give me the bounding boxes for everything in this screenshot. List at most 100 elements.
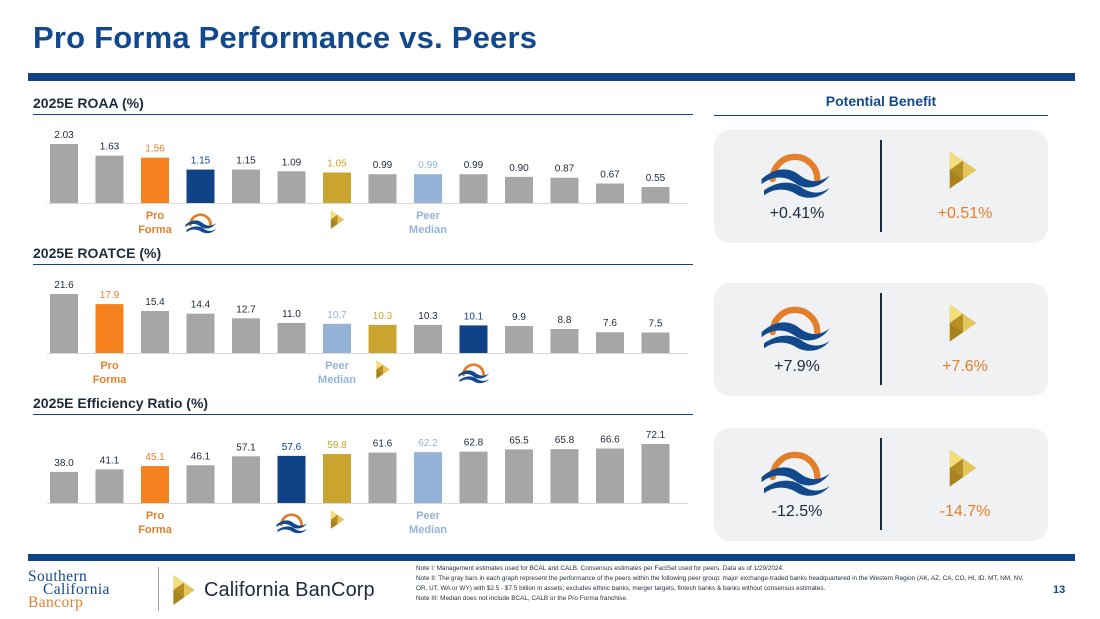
roatce-chart-svg: 21.6 17.9 15.4 14.4 12.7 11.0 10.7 10.3 10.3 10.1… [47,280,688,386]
bar-12 [596,332,624,353]
category-label-line: Pro [100,360,119,372]
california-bancorp-name: California BanCorp [204,579,375,601]
scb-logo-icon [757,142,833,204]
bar-value-label-11: 8.8 [558,315,572,326]
scb-logo-line2: California [43,581,110,598]
bar-value-label-5: 57.6 [282,442,302,453]
bar-value-label-4: 57.1 [236,442,256,453]
bar-10 [505,449,533,503]
card-divider [880,438,882,530]
bar-value-label-3: 14.4 [191,300,211,311]
bar-0 [50,144,78,203]
bar-12 [596,448,624,503]
category-label-line: Forma [138,524,173,536]
bar-value-label-7: 10.3 [373,311,393,322]
bar-value-label-11: 65.8 [555,435,575,446]
bar-value-label-5: 1.09 [282,157,302,168]
bar-11 [550,449,579,503]
category-label: Peer Median [318,360,356,386]
category-label-line: Peer [325,360,350,372]
footnote-3: Note III: Median does not include BCAL, … [416,595,628,602]
scb-logo-line1: Southern [28,568,88,585]
footnotes: Note I: Management estimates used for BC… [416,564,1026,604]
logo-separator [158,567,159,611]
roatce-scb-benefit-value: +7.9% [774,358,820,375]
category-label-line: Peer [416,210,441,222]
calb-diamond-icon [948,142,978,198]
bottom-divider-bar [28,554,1075,561]
bar-10 [505,176,533,203]
page-number: 13 [1053,584,1066,596]
category-label-line: Forma [138,224,173,236]
category-label-line: Peer [416,510,441,522]
bar-value-label-4: 1.15 [236,156,256,167]
bar-value-label-7: 61.6 [373,439,393,450]
category-label-line: Pro [146,210,165,222]
bar-1 [95,304,124,353]
bar-8 [414,174,442,203]
category-label-line: Median [409,224,447,236]
bar-2 [141,310,169,353]
efficiency-calb-benefit-value: -14.7% [939,503,991,520]
bar-value-label-1: 1.63 [100,142,120,153]
card-divider [880,140,882,232]
efficiency-section-rule [33,414,693,415]
scb-logo-icon [757,295,833,357]
bar-8 [414,324,442,353]
bar-1 [95,469,124,503]
footnote-2: Note II: The gray bars in each graph rep… [416,575,1024,592]
scb-logo-icon [274,513,309,535]
bar-9 [459,174,488,203]
footnote-1: Note I: Management estimates used for BC… [416,565,784,572]
efficiency-scb-benefit-value: -12.5% [771,503,823,520]
bar-value-label-9: 0.99 [464,160,484,171]
bar-10 [505,325,533,353]
page-title: Pro Forma Performance vs. Peers [33,20,538,55]
bar-5 [277,455,306,503]
scb-logo-icon [183,213,218,235]
bar-4 [232,169,260,203]
bar-4 [232,456,260,503]
bar-value-label-12: 66.6 [600,435,620,446]
roaa-scb-benefit-value: +0.41% [769,205,825,222]
bar-3 [186,313,215,353]
roaa-chart-svg: 2.03 1.63 1.56 1.15 1.15 1.09 1.05 0.99 0.99 0.99… [47,130,688,236]
bar-value-label-13: 0.55 [646,173,666,184]
bar-value-label-7: 0.99 [373,160,393,171]
bar-value-label-10: 0.90 [509,163,529,174]
potential-benefit-title: Potential Benefit [825,93,937,109]
bar-value-label-13: 7.5 [649,319,663,330]
bar-value-label-0: 2.03 [54,130,74,141]
scb-logo-icon [456,363,491,385]
roatce-section-rule [33,264,693,265]
roatce-chart-title: 2025E ROATCE (%) [33,245,162,261]
bar-3 [186,169,215,203]
bar-value-label-12: 0.67 [600,170,620,181]
bar-4 [232,318,260,353]
category-label: Peer Median [409,510,447,536]
category-label-line: Median [318,374,356,386]
roaa-chart: 2.03 1.63 1.56 1.15 1.15 1.09 1.05 0.99 0.99 0.99… [33,120,693,245]
roaa-calb-benefit-value: +0.51% [937,205,993,222]
bar-12 [596,183,624,203]
calb-diamond-icon [376,360,390,379]
roatce-calb-benefit-value: +7.6% [942,358,988,375]
scb-logo-icon [757,440,833,502]
calb-diamond-icon [330,510,345,529]
calb-diamond-icon [330,210,345,229]
california-bancorp-logo: California BanCorp [172,569,392,611]
bar-value-label-8: 10.3 [418,311,438,322]
category-label: Pro Forma [138,510,173,536]
bar-value-label-9: 10.1 [464,311,484,322]
bar-value-label-11: 0.87 [555,164,575,175]
scb-logo-line3: Bancorp [28,594,84,611]
bar-value-label-0: 21.6 [54,280,74,291]
bar-7 [368,452,397,503]
bar-0 [50,294,78,353]
potential-benefit-rule [714,115,1048,116]
bar-value-label-5: 11.0 [282,309,301,320]
efficiency-chart-title: 2025E Efficiency Ratio (%) [33,395,209,411]
bar-7 [368,174,397,203]
top-divider-bar [28,73,1075,81]
bar-5 [277,171,306,203]
